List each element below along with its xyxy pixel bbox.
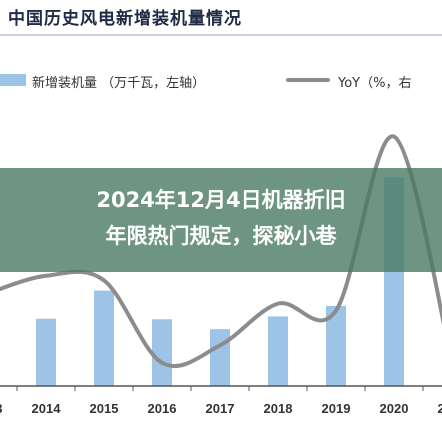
bar-2018 [268, 316, 288, 386]
chart-title: 中国历史风电新增装机量情况 [8, 9, 242, 29]
chart-legend: 新增装机量 （万千瓦，左轴） YoY（%，右 [0, 68, 442, 94]
legend-line-label: YoY（%，右 [338, 76, 412, 91]
headline-line-2: 年限热门规定，探秘小巷 [105, 224, 337, 248]
bar-2014 [36, 318, 56, 386]
legend-line-swatch [286, 78, 330, 82]
x-tick-label-2020: 2020 [380, 401, 409, 416]
bar-2015 [94, 290, 114, 386]
legend-bar-swatch [0, 74, 26, 86]
bar-2019 [326, 305, 346, 386]
headline-text: 2024年12月4日机器折旧 年限热门规定，探秘小巷 [0, 182, 442, 254]
legend-bar-label: 新增装机量 （万千瓦，左轴） [32, 76, 206, 91]
headline-overlay [0, 168, 442, 272]
x-tick-label-2021: 2021 [438, 401, 442, 416]
x-tick-label-2018: 2018 [264, 401, 293, 416]
x-tick-label-2014: 2014 [32, 401, 62, 416]
x-tick-label-2019: 2019 [322, 401, 351, 416]
bar-2017 [210, 329, 230, 386]
x-tick-label-2015: 2015 [90, 401, 119, 416]
x-tick-label-2013: 2013 [0, 401, 2, 416]
x-tick-label-2016: 2016 [148, 401, 177, 416]
x-tick-label-2017: 2017 [206, 401, 235, 416]
title-divider [0, 34, 442, 36]
headline-line-1: 2024年12月4日机器折旧 [96, 188, 346, 212]
bar-2016 [152, 319, 172, 386]
